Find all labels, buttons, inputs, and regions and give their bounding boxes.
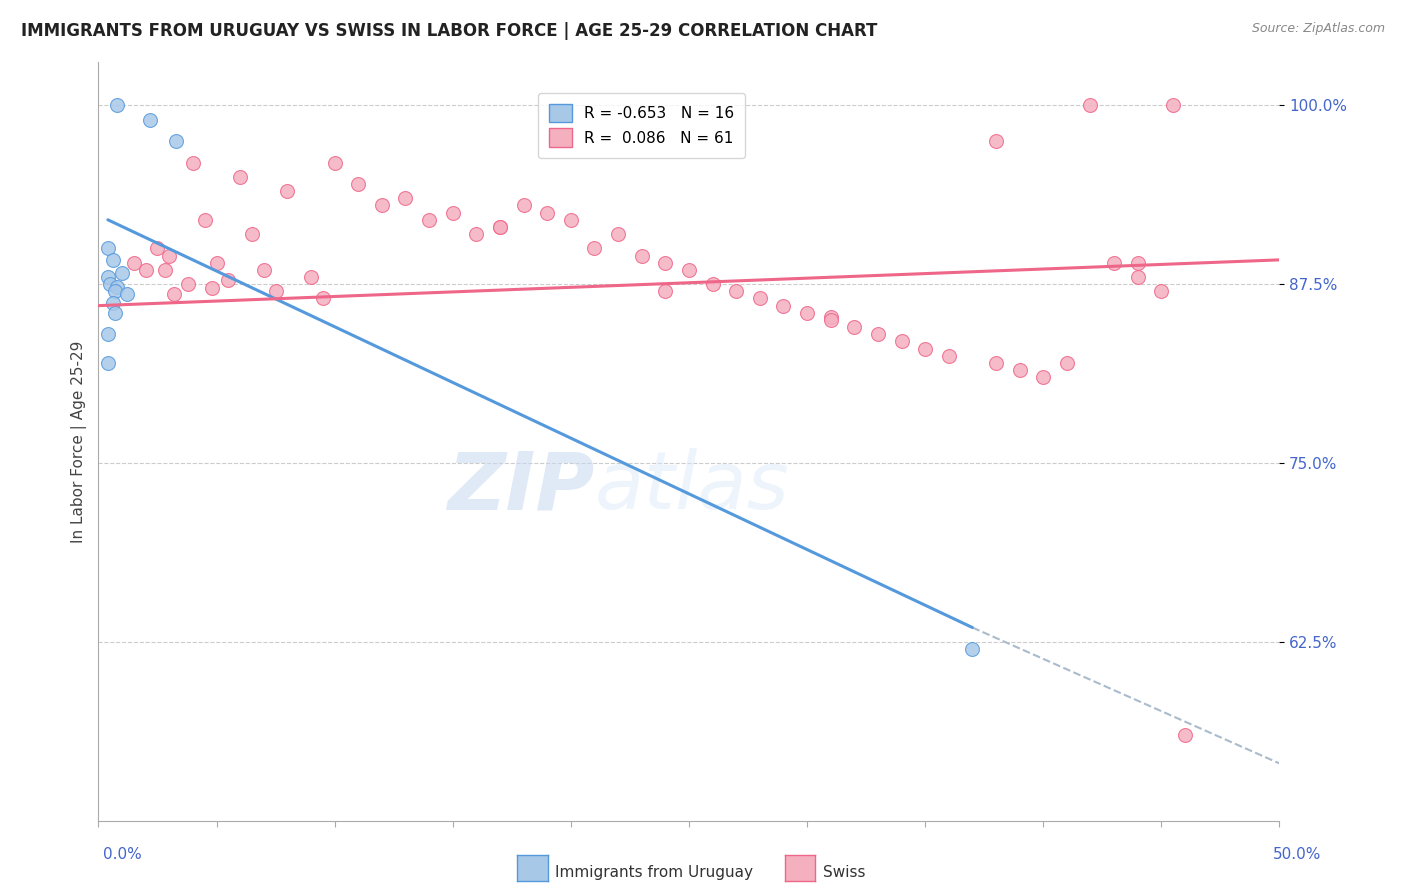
Text: 0.0%: 0.0%	[103, 847, 142, 863]
Text: Source: ZipAtlas.com: Source: ZipAtlas.com	[1251, 22, 1385, 36]
Point	[796, 306, 818, 320]
Point	[122, 256, 145, 270]
Point	[844, 320, 866, 334]
Point	[312, 292, 335, 306]
Point	[1056, 356, 1078, 370]
Point	[1102, 256, 1125, 270]
Point	[240, 227, 263, 241]
Point	[371, 198, 394, 212]
Point	[465, 227, 488, 241]
Point	[181, 155, 204, 169]
Point	[104, 306, 127, 320]
Point	[97, 356, 120, 370]
Point	[583, 241, 606, 255]
Point	[97, 327, 120, 342]
Point	[489, 219, 512, 234]
Point	[163, 287, 186, 301]
Point	[253, 263, 276, 277]
Point	[962, 642, 984, 657]
Point	[276, 184, 298, 198]
Text: 50.0%: 50.0%	[1274, 847, 1322, 863]
Point	[323, 155, 346, 169]
Point	[135, 263, 157, 277]
Point	[1150, 285, 1173, 299]
Point	[772, 299, 794, 313]
Point	[177, 277, 200, 292]
Point	[914, 342, 936, 356]
Point	[104, 285, 127, 299]
Point	[984, 134, 1007, 148]
Point	[512, 198, 534, 212]
Point	[394, 191, 416, 205]
Point	[866, 327, 889, 342]
Point	[105, 98, 128, 112]
Point	[938, 349, 960, 363]
Point	[97, 270, 120, 285]
Point	[1161, 98, 1184, 112]
Point	[153, 263, 176, 277]
Point	[489, 219, 512, 234]
Point	[1174, 728, 1197, 742]
Point	[1126, 256, 1149, 270]
Point	[115, 287, 138, 301]
Point	[820, 313, 842, 327]
Point	[139, 112, 162, 127]
Point	[111, 266, 134, 280]
Point	[748, 292, 770, 306]
Point	[105, 280, 128, 294]
Text: atlas: atlas	[595, 448, 789, 526]
Point	[654, 285, 676, 299]
Point	[1032, 370, 1054, 384]
Point	[1080, 98, 1102, 112]
Point	[1008, 363, 1031, 377]
Point	[607, 227, 630, 241]
Y-axis label: In Labor Force | Age 25-29: In Labor Force | Age 25-29	[72, 341, 87, 542]
Point	[820, 310, 842, 324]
Point	[984, 356, 1007, 370]
Point	[725, 285, 748, 299]
Point	[536, 205, 558, 219]
Point	[299, 270, 322, 285]
Point	[560, 212, 582, 227]
Text: IMMIGRANTS FROM URUGUAY VS SWISS IN LABOR FORCE | AGE 25-29 CORRELATION CHART: IMMIGRANTS FROM URUGUAY VS SWISS IN LABO…	[21, 22, 877, 40]
Text: ZIP: ZIP	[447, 448, 595, 526]
Point	[264, 285, 287, 299]
Point	[101, 295, 124, 310]
Point	[702, 277, 724, 292]
Point	[1126, 270, 1149, 285]
Point	[97, 241, 120, 255]
Point	[630, 249, 652, 263]
Point	[678, 263, 700, 277]
Point	[205, 256, 228, 270]
Point	[98, 277, 121, 292]
Point	[441, 205, 464, 219]
Point	[217, 273, 239, 287]
Point	[201, 281, 224, 295]
Point	[654, 256, 676, 270]
Point	[101, 252, 124, 267]
Point	[146, 241, 169, 255]
Point	[157, 249, 180, 263]
Point	[165, 134, 187, 148]
Point	[347, 177, 370, 191]
Text: Immigrants from Uruguay: Immigrants from Uruguay	[555, 865, 754, 880]
Text: Swiss: Swiss	[823, 865, 865, 880]
Point	[229, 169, 252, 184]
Point	[194, 212, 217, 227]
Point	[418, 212, 440, 227]
Point	[890, 334, 912, 349]
Legend: R = -0.653   N = 16, R =  0.086   N = 61: R = -0.653 N = 16, R = 0.086 N = 61	[538, 93, 745, 158]
